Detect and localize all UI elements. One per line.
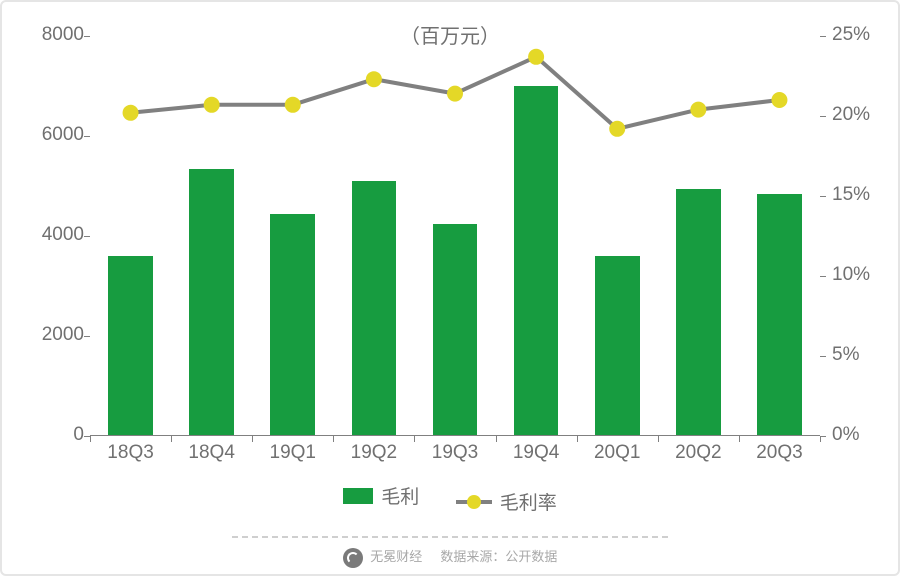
y-left-tick [84, 436, 90, 437]
line-swatch [456, 500, 492, 504]
y-left-tick [84, 36, 90, 37]
y-left-tick [84, 336, 90, 337]
legend-item-line: 毛利率 [456, 488, 557, 515]
legend: 毛利 毛利率 [2, 482, 898, 515]
y-right-label: 20% [832, 104, 892, 126]
y-right-tick [820, 436, 826, 437]
y-right-tick [820, 196, 826, 197]
legend-item-bar: 毛利 [343, 482, 419, 509]
line-marker [771, 92, 787, 108]
y-right-tick [820, 356, 826, 357]
line-layer [90, 36, 820, 436]
chart-container: （百万元） 02000400060008000 0%5%10%15%20%25%… [0, 0, 900, 576]
y-left-tick [84, 136, 90, 137]
line-marker [609, 121, 625, 137]
legend-line-label: 毛利率 [500, 488, 557, 515]
line-swatch-dot [467, 495, 481, 509]
line-marker [690, 102, 706, 118]
footer-source: 数据来源：公开数据 [440, 549, 557, 564]
line-marker [528, 49, 544, 65]
x-label: 20Q3 [756, 442, 802, 464]
legend-bar-label: 毛利 [381, 482, 419, 509]
bar-swatch [343, 488, 373, 504]
line-marker [366, 71, 382, 87]
x-label: 18Q3 [107, 442, 153, 464]
x-label: 20Q1 [594, 442, 640, 464]
x-label: 19Q2 [351, 442, 397, 464]
footer: 无冕财经 数据来源：公开数据 [2, 546, 898, 568]
x-label: 20Q2 [675, 442, 721, 464]
line-marker [123, 105, 139, 121]
y-right-tick [820, 276, 826, 277]
y-left-label: 8000 [14, 24, 84, 46]
y-right-label: 25% [832, 24, 892, 46]
plot-area [90, 36, 820, 436]
y-left-label: 0 [14, 424, 84, 446]
footer-brand: 无冕财经 [370, 549, 422, 564]
x-label: 19Q4 [513, 442, 559, 464]
brand-logo-icon [343, 548, 363, 568]
x-axis-labels: 18Q3 18Q4 19Q1 19Q2 19Q3 19Q4 20Q1 20Q2 20Q3 [90, 442, 820, 472]
y-right-tick [820, 116, 826, 117]
y-right-label: 10% [832, 264, 892, 286]
y-left-tick [84, 236, 90, 237]
line-marker [204, 97, 220, 113]
y-right-label: 5% [832, 344, 892, 366]
footer-divider [232, 536, 668, 538]
x-label: 18Q4 [188, 442, 234, 464]
line-marker [447, 86, 463, 102]
y-right-tick [820, 36, 826, 37]
y-right-label: 15% [832, 184, 892, 206]
y-left-label: 6000 [14, 124, 84, 146]
x-label: 19Q3 [432, 442, 478, 464]
y-left-label: 4000 [14, 224, 84, 246]
y-right-label: 0% [832, 424, 892, 446]
y-left-label: 2000 [14, 324, 84, 346]
x-label: 19Q1 [270, 442, 316, 464]
line-marker [285, 97, 301, 113]
